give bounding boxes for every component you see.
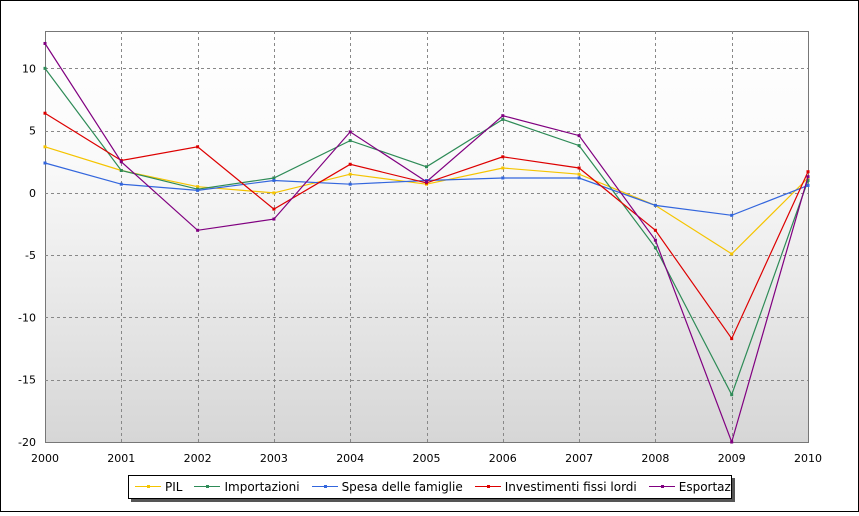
data-point bbox=[196, 145, 200, 149]
data-point bbox=[272, 207, 276, 211]
x-tick-label: 2001 bbox=[107, 452, 135, 465]
x-tick-label: 2000 bbox=[31, 452, 59, 465]
y-tick-label: -15 bbox=[18, 374, 36, 387]
x-tick-label: 2007 bbox=[565, 452, 593, 465]
data-point bbox=[348, 182, 352, 186]
legend-swatch bbox=[311, 482, 338, 492]
series-4 bbox=[43, 41, 810, 444]
data-point bbox=[348, 130, 352, 134]
data-point bbox=[348, 139, 352, 143]
data-point bbox=[501, 155, 505, 159]
legend: PIL Importazioni Spesa delle famiglie Inves… bbox=[128, 475, 732, 499]
data-point bbox=[196, 188, 200, 192]
legend-swatch bbox=[194, 482, 221, 492]
data-point bbox=[119, 160, 123, 164]
grid-lines bbox=[45, 31, 808, 442]
data-point bbox=[43, 66, 47, 70]
x-tick-label: 2004 bbox=[336, 452, 364, 465]
data-point bbox=[730, 337, 734, 341]
data-point bbox=[730, 252, 734, 256]
data-point bbox=[806, 178, 810, 182]
x-tick-label: 2002 bbox=[184, 452, 212, 465]
legend-label: Esportazioni bbox=[678, 480, 731, 494]
data-point bbox=[501, 117, 505, 121]
data-point bbox=[653, 238, 657, 242]
data-point bbox=[425, 165, 428, 169]
axes: 10 5 0 -5 -10 -15 -20 2000 2001 2002 2003 2004 2005 2… bbox=[18, 62, 822, 465]
data-point bbox=[730, 213, 734, 217]
x-tick-label: 2010 bbox=[794, 452, 822, 465]
data-point bbox=[119, 182, 123, 186]
data-point bbox=[43, 41, 47, 45]
data-point bbox=[730, 440, 734, 444]
data-point bbox=[272, 178, 276, 182]
series-lines bbox=[43, 41, 810, 444]
y-tick-label: 0 bbox=[29, 187, 36, 200]
y-tick-label: -5 bbox=[25, 249, 36, 262]
x-tick-label: 2009 bbox=[718, 452, 746, 465]
data-point bbox=[348, 162, 352, 166]
x-tick-label: 2006 bbox=[489, 452, 517, 465]
legend-label: PIL bbox=[165, 480, 183, 494]
data-point bbox=[43, 161, 47, 165]
data-point bbox=[653, 228, 657, 232]
data-point bbox=[272, 176, 276, 180]
y-tick-label: 10 bbox=[22, 62, 36, 75]
data-point bbox=[806, 170, 810, 174]
legend-item: PIL bbox=[135, 480, 182, 494]
legend-label: Investimenti fissi lordi bbox=[504, 480, 637, 494]
data-point bbox=[501, 176, 505, 180]
x-tick-label: 2003 bbox=[260, 452, 288, 465]
data-point bbox=[653, 203, 657, 207]
data-point bbox=[196, 185, 200, 189]
data-point bbox=[119, 168, 123, 172]
data-point bbox=[43, 145, 47, 149]
legend-item: Spesa delle famiglie bbox=[311, 480, 463, 494]
data-point bbox=[272, 191, 276, 195]
y-tick-label: -20 bbox=[18, 436, 36, 449]
data-point bbox=[272, 217, 276, 221]
legend-swatch bbox=[648, 482, 675, 492]
legend-label: Spesa delle famiglie bbox=[341, 480, 463, 494]
y-tick-label: -10 bbox=[18, 311, 36, 324]
data-point bbox=[577, 176, 581, 180]
legend-swatch bbox=[474, 482, 501, 492]
legend-item: Importazioni bbox=[194, 480, 300, 494]
data-point bbox=[577, 172, 581, 176]
data-point bbox=[196, 228, 200, 232]
data-point bbox=[501, 166, 505, 170]
legend-item: Esportazioni bbox=[648, 480, 731, 494]
y-tick-label: 5 bbox=[29, 125, 36, 138]
data-point bbox=[577, 134, 581, 138]
data-point bbox=[653, 246, 657, 250]
data-point bbox=[806, 183, 810, 187]
data-point bbox=[577, 144, 581, 148]
legend-label: Importazioni bbox=[224, 480, 300, 494]
data-point bbox=[730, 393, 734, 397]
data-point bbox=[577, 166, 581, 170]
data-point bbox=[806, 175, 810, 179]
x-tick-label: 2005 bbox=[413, 452, 441, 465]
data-point bbox=[425, 180, 428, 184]
data-point bbox=[348, 172, 352, 176]
legend-item: Investimenti fissi lordi bbox=[474, 480, 637, 494]
legend-swatch bbox=[135, 482, 161, 492]
data-point bbox=[501, 114, 505, 118]
data-point bbox=[43, 111, 47, 115]
x-tick-label: 2008 bbox=[641, 452, 669, 465]
